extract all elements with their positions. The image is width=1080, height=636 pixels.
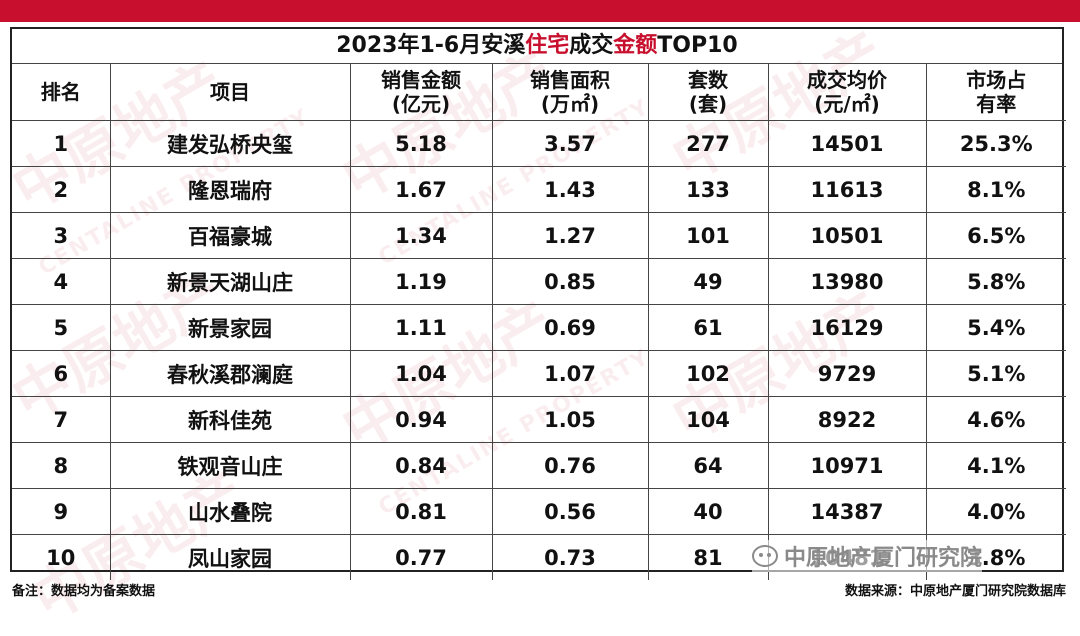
units-cell: 277 <box>647 120 769 167</box>
project-cell: 凤山家园 <box>109 534 351 580</box>
column-header-market-share: 市场占 有率 <box>925 64 1066 121</box>
top-accent-bar <box>0 0 1080 22</box>
units-cell: 61 <box>647 304 769 351</box>
market-share-cell: 8.1% <box>925 166 1066 213</box>
table-row: 1 建发弘桥央玺 5.18 3.57 277 14501 25.3% <box>12 120 1066 167</box>
sales-amount-cell: 1.04 <box>349 350 493 397</box>
rank-cell: 4 <box>12 258 111 305</box>
rank-cell: 8 <box>12 442 111 489</box>
project-cell: 隆恩瑞府 <box>109 166 351 213</box>
sales-amount-cell: 0.77 <box>349 534 493 580</box>
units-cell: 49 <box>647 258 769 305</box>
table-row: 9 山水叠院 0.81 0.56 40 14387 4.0% <box>12 488 1066 535</box>
sales-amount-cell: 1.19 <box>349 258 493 305</box>
table-row: 2 隆恩瑞府 1.67 1.43 133 11613 8.1% <box>12 166 1066 213</box>
column-header-avg-price: 成交均价 (元/㎡) <box>767 64 927 121</box>
column-header-units: 套数 (套) <box>647 64 769 121</box>
ranking-table-panel: 2023年1-6月安溪住宅成交金额TOP10 排名 项目 销售金额 (亿元) 销售… <box>10 27 1066 580</box>
sales-area-cell: 0.56 <box>491 488 649 535</box>
sales-area-cell: 0.69 <box>491 304 649 351</box>
project-cell: 新科佳苑 <box>109 396 351 443</box>
avg-price-cell: 10971 <box>767 442 927 489</box>
units-cell: 133 <box>647 166 769 213</box>
market-share-cell: 5.8% <box>925 258 1066 305</box>
sales-area-cell: 0.76 <box>491 442 649 489</box>
avg-price-cell: 16129 <box>767 304 927 351</box>
footnote: 备注：数据均为备案数据 <box>12 584 156 599</box>
project-cell: 新景天湖山庄 <box>109 258 351 305</box>
sales-area-cell: 1.05 <box>491 396 649 443</box>
units-cell: 102 <box>647 350 769 397</box>
project-cell: 铁观音山庄 <box>109 442 351 489</box>
sales-amount-cell: 0.94 <box>349 396 493 443</box>
rank-cell: 10 <box>12 534 111 580</box>
units-cell: 104 <box>647 396 769 443</box>
market-share-cell: 25.3% <box>925 120 1066 167</box>
brand-name: 中原地产厦门研究院 <box>784 546 983 571</box>
sales-amount-cell: 1.34 <box>349 212 493 259</box>
avg-price-cell: 9729 <box>767 350 927 397</box>
avg-price-cell: 14387 <box>767 488 927 535</box>
sales-amount-cell: 1.67 <box>349 166 493 213</box>
sales-area-cell: 3.57 <box>491 120 649 167</box>
market-share-cell: 6.5% <box>925 212 1066 259</box>
wechat-icon <box>752 545 778 567</box>
table-header-row: 排名 项目 销售金额 (亿元) 销售面积 (万㎡) 套数 (套) 成交均价 (元/㎡) … <box>12 64 1066 121</box>
sales-amount-cell: 0.84 <box>349 442 493 489</box>
sales-area-cell: 1.07 <box>491 350 649 397</box>
ranking-table: 排名 项目 销售金额 (亿元) 销售面积 (万㎡) 套数 (套) 成交均价 (元/㎡) … <box>12 64 1066 580</box>
table-row: 5 新景家园 1.11 0.69 61 16129 5.4% <box>12 304 1066 351</box>
sales-area-cell: 1.27 <box>491 212 649 259</box>
units-cell: 40 <box>647 488 769 535</box>
brand-watermark: 中原地产厦门研究院 <box>752 540 983 572</box>
market-share-cell: 5.4% <box>925 304 1066 351</box>
sales-amount-cell: 5.18 <box>349 120 493 167</box>
units-cell: 81 <box>647 534 769 580</box>
units-cell: 64 <box>647 442 769 489</box>
column-header-project: 项目 <box>109 64 351 121</box>
table-row: 8 铁观音山庄 0.84 0.76 64 10971 4.1% <box>12 442 1066 489</box>
market-share-cell: 4.0% <box>925 488 1066 535</box>
project-cell: 山水叠院 <box>109 488 351 535</box>
rank-cell: 2 <box>12 166 111 213</box>
project-cell: 春秋溪郡澜庭 <box>109 350 351 397</box>
sales-area-cell: 0.73 <box>491 534 649 580</box>
rank-cell: 7 <box>12 396 111 443</box>
table-row: 6 春秋溪郡澜庭 1.04 1.07 102 9729 5.1% <box>12 350 1066 397</box>
column-header-sales-area: 销售面积 (万㎡) <box>491 64 649 121</box>
avg-price-cell: 10501 <box>767 212 927 259</box>
rank-cell: 6 <box>12 350 111 397</box>
table-title: 2023年1-6月安溪住宅成交金额TOP10 <box>12 29 1062 64</box>
project-cell: 百福豪城 <box>109 212 351 259</box>
avg-price-cell: 14501 <box>767 120 927 167</box>
sales-amount-cell: 1.11 <box>349 304 493 351</box>
column-header-rank: 排名 <box>12 64 111 121</box>
rank-cell: 1 <box>12 120 111 167</box>
rank-cell: 9 <box>12 488 111 535</box>
sales-area-cell: 1.43 <box>491 166 649 213</box>
avg-price-cell: 11613 <box>767 166 927 213</box>
rank-cell: 3 <box>12 212 111 259</box>
project-cell: 新景家园 <box>109 304 351 351</box>
data-source: 数据来源：中原地产厦门研究院数据库 <box>844 584 1066 599</box>
table-row: 4 新景天湖山庄 1.19 0.85 49 13980 5.8% <box>12 258 1066 305</box>
market-share-cell: 4.6% <box>925 396 1066 443</box>
units-cell: 101 <box>647 212 769 259</box>
rank-cell: 5 <box>12 304 111 351</box>
avg-price-cell: 13980 <box>767 258 927 305</box>
table-row: 3 百福豪城 1.34 1.27 101 10501 6.5% <box>12 212 1066 259</box>
sales-amount-cell: 0.81 <box>349 488 493 535</box>
table-row: 7 新科佳苑 0.94 1.05 104 8922 4.6% <box>12 396 1066 443</box>
market-share-cell: 4.1% <box>925 442 1066 489</box>
column-header-sales-amount: 销售金额 (亿元) <box>349 64 493 121</box>
sales-area-cell: 0.85 <box>491 258 649 305</box>
avg-price-cell: 8922 <box>767 396 927 443</box>
market-share-cell: 5.1% <box>925 350 1066 397</box>
project-cell: 建发弘桥央玺 <box>109 120 351 167</box>
